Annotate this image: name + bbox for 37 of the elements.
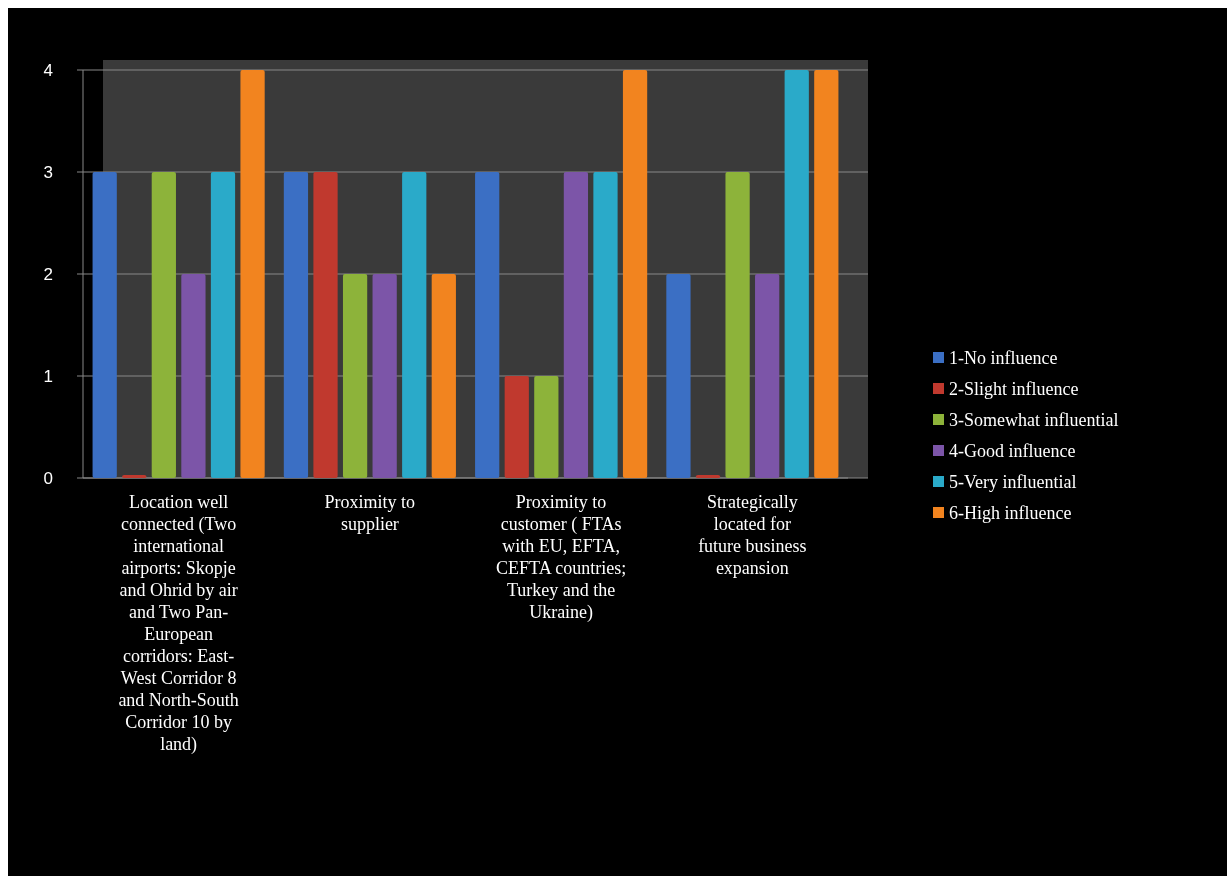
legend-label: 5-Very influential [949, 472, 1077, 493]
bar [283, 172, 309, 478]
legend-label: 6-High influence [949, 503, 1072, 524]
x-tick-label: Proximity to customer ( FTAs with EU, EFTA, CEFTA countries; Turkey and the Ukraine) [496, 492, 627, 623]
bar [475, 172, 500, 478]
legend-label: 2-Slight influence [949, 379, 1079, 400]
bar [402, 172, 427, 478]
y-tick-label: 4 [43, 60, 53, 80]
legend-label: 1-No influence [949, 348, 1058, 369]
x-tick-label: Proximity to supplier [324, 492, 416, 534]
bar [725, 172, 750, 478]
bar [181, 274, 206, 478]
bar [666, 274, 691, 478]
category-label: Location well connected (Two international airports: Skopje and Ohrid by air and Two Pan-European corridors: East-West Corridor 8 and North-South Corridor 10 by land) [118, 492, 239, 754]
y-tick-label: 1 [43, 366, 53, 386]
bar [92, 172, 117, 478]
bar [563, 172, 589, 478]
bar [504, 376, 529, 478]
bar [593, 172, 618, 478]
bar [372, 274, 397, 478]
legend-label: 3-Somewhat influential [949, 410, 1119, 431]
bar [240, 70, 265, 478]
bar [755, 274, 780, 478]
y-tick-label: 2 [43, 264, 53, 284]
x-tick-label: Strategically located for future business expansion [698, 492, 807, 578]
legend-label: 4-Good influence [949, 441, 1076, 462]
bar [784, 70, 809, 478]
y-tick-label: 3 [43, 162, 53, 182]
bar [151, 172, 176, 478]
bar [622, 70, 648, 478]
bar [342, 274, 368, 478]
bar [814, 70, 839, 478]
bar [313, 172, 338, 478]
bar [534, 376, 559, 478]
bar [210, 172, 236, 478]
bar [431, 274, 456, 478]
y-tick-label: 0 [43, 468, 53, 488]
